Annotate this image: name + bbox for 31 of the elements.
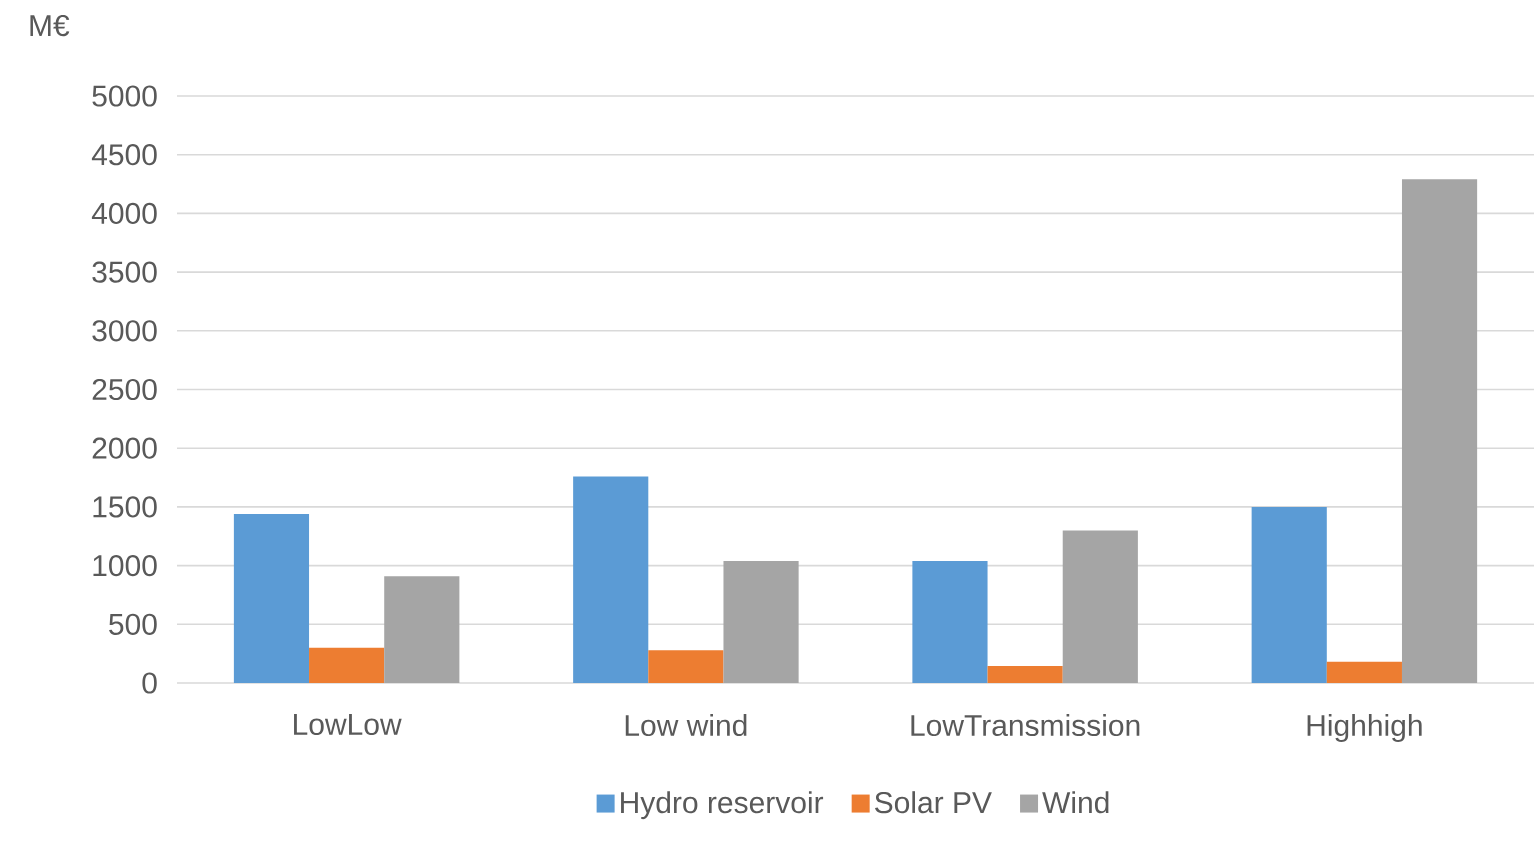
y-tick-label: 1000 [93, 554, 157, 577]
x-tick-label: Highhigh [1307, 714, 1422, 743]
y-tick-label: 500 [109, 613, 157, 635]
y-tick-label: 1500 [93, 496, 157, 518]
bar [384, 576, 460, 683]
bar [1326, 661, 1402, 683]
y-tick-label: 3000 [92, 320, 157, 342]
bar [987, 665, 1063, 683]
bar [1251, 506, 1327, 683]
y-tick-label: 4000 [91, 202, 157, 225]
legend-label: Wind [1042, 791, 1109, 814]
y-tick-label: 0 [142, 672, 157, 694]
y-tick-label: 3500 [92, 261, 157, 283]
x-tick-label: Low wind [625, 714, 747, 737]
bar [1401, 179, 1478, 683]
y-tick-label: 2500 [92, 378, 157, 401]
bar [309, 647, 385, 683]
x-tick-label: LowLow [294, 714, 402, 735]
y-axis-title: M€ [30, 14, 70, 37]
bar [233, 513, 310, 683]
y-tick-label: 4500 [91, 144, 157, 166]
bar [723, 560, 799, 683]
bar [573, 476, 649, 683]
bar [648, 650, 724, 683]
x-tick-label: LowTransmission [911, 714, 1140, 737]
bar [912, 560, 988, 683]
legend-label: Solar PV [875, 791, 992, 814]
y-tick-label: 2000 [92, 437, 157, 459]
y-tick-label: 5000 [92, 85, 157, 107]
bar [1062, 530, 1138, 683]
legend-label: Hydro reservoir [621, 791, 824, 820]
